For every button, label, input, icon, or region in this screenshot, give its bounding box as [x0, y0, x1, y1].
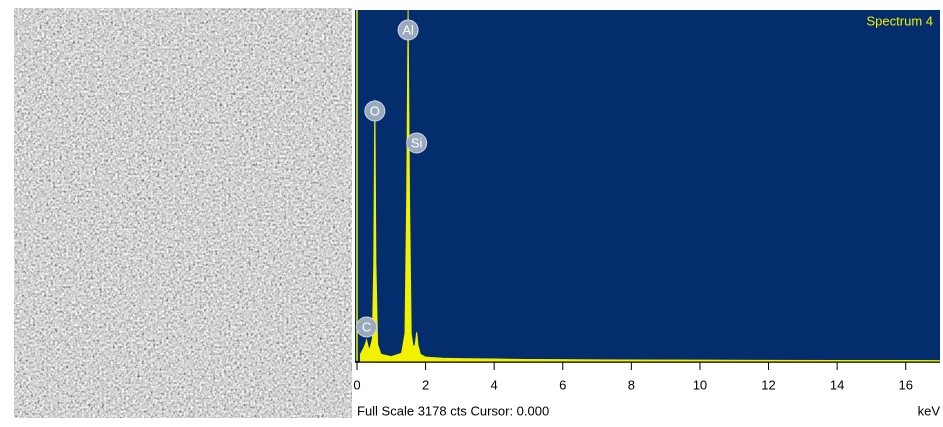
peak-label-text: Si: [411, 135, 423, 150]
x-tick-label: 4: [491, 377, 498, 392]
x-tick-label: 8: [628, 377, 635, 392]
peak-label: C: [356, 316, 378, 338]
peak-label-text: Al: [402, 22, 414, 37]
x-tick-label: 0: [353, 377, 360, 392]
footer: Full Scale 3178 cts Cursor: 0.000: [357, 403, 549, 418]
spectrum-title: Spectrum 4: [867, 13, 933, 28]
peak-label-badge: [356, 316, 378, 338]
peak-label-badge: [406, 132, 428, 154]
peak-label-text: C: [362, 319, 371, 334]
spectrum: [359, 9, 941, 362]
x-tick-label: 16: [898, 377, 912, 392]
x-tick-label: 12: [761, 377, 775, 392]
peak-label-badge: [397, 19, 419, 41]
x-tick-label: 6: [559, 377, 566, 392]
peak-label: Si: [406, 132, 428, 154]
sem-image: [14, 8, 352, 418]
peak-label-text: O: [370, 103, 380, 118]
peak-label: O: [364, 100, 386, 122]
x-tick-label: 2: [422, 377, 429, 392]
peak-label-badge: [364, 100, 386, 122]
spectrum-background: [355, 10, 940, 362]
x-axis-label: keV: [918, 403, 941, 418]
x-tick-label: 10: [693, 377, 707, 392]
peak-label: Al: [397, 19, 419, 41]
x-tick-label: 14: [830, 377, 844, 392]
